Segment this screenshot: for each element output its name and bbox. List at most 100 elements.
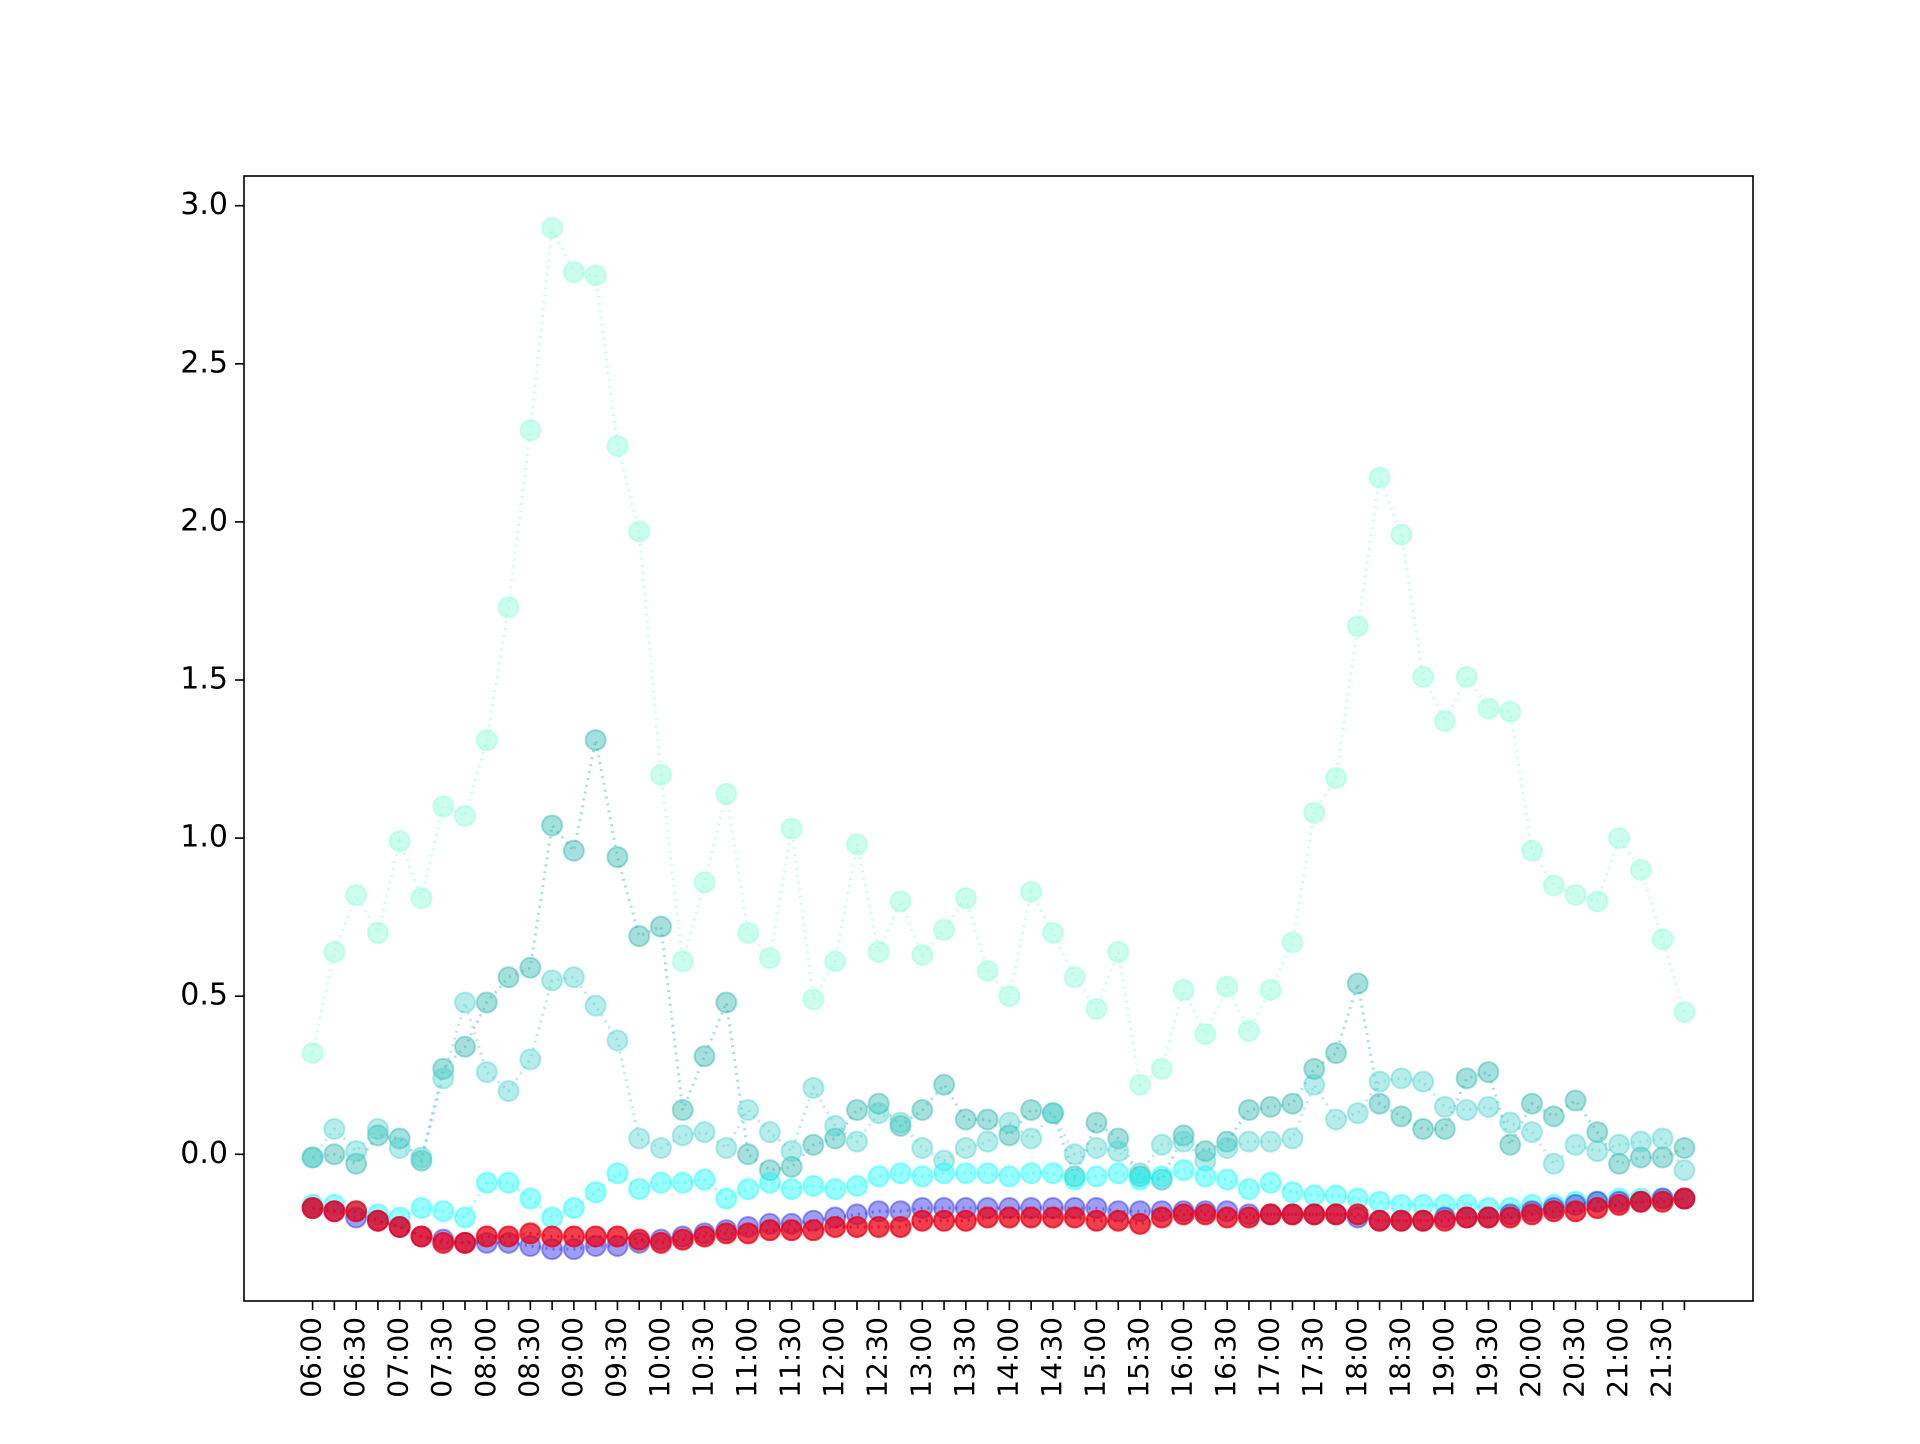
point	[824, 1216, 847, 1239]
x-tick-label: 10:30	[687, 1317, 720, 1398]
point	[845, 1174, 868, 1197]
point	[519, 956, 542, 979]
point	[1477, 1206, 1500, 1229]
x-tick-label: 18:30	[1383, 1317, 1416, 1398]
point	[758, 1219, 781, 1242]
point	[1216, 1130, 1239, 1153]
point	[1259, 1171, 1282, 1194]
point	[911, 1165, 934, 1188]
point	[758, 1121, 781, 1144]
point	[1303, 1184, 1326, 1207]
point	[737, 1143, 760, 1166]
point	[1063, 966, 1086, 989]
point	[1259, 1130, 1282, 1153]
point	[497, 1080, 520, 1103]
y-tick-label: 1.0	[180, 820, 228, 855]
point	[562, 966, 585, 989]
point	[671, 1124, 694, 1147]
point	[1150, 1165, 1173, 1188]
point	[954, 1162, 977, 1185]
point	[1325, 1184, 1348, 1207]
point	[1107, 1127, 1130, 1150]
point	[1455, 665, 1478, 688]
point	[867, 940, 890, 963]
point	[1085, 1209, 1108, 1232]
point	[519, 1187, 542, 1210]
point	[889, 1111, 912, 1134]
point	[780, 1178, 803, 1201]
point	[1129, 1162, 1152, 1185]
x-tick-label: 07:00	[382, 1317, 415, 1398]
point	[345, 1140, 368, 1163]
point	[1542, 1105, 1565, 1128]
x-tick-label: 10:00	[643, 1317, 676, 1398]
y-tick-label: 0.5	[180, 978, 228, 1013]
point	[954, 1209, 977, 1232]
point	[1237, 1130, 1260, 1153]
point	[628, 1127, 651, 1150]
point	[1390, 1209, 1413, 1232]
point	[432, 795, 455, 818]
x-tick-label: 19:30	[1470, 1317, 1503, 1398]
point	[1325, 1042, 1348, 1065]
point	[1107, 940, 1130, 963]
point	[1325, 1203, 1348, 1226]
point	[497, 966, 520, 989]
point	[519, 1222, 542, 1245]
point	[976, 1130, 999, 1153]
plot-frame	[243, 175, 1754, 1302]
x-tick-label: 13:00	[904, 1317, 937, 1398]
point	[454, 1035, 477, 1058]
point	[541, 814, 564, 837]
point	[1041, 921, 1064, 944]
point	[1586, 1197, 1609, 1220]
point	[1368, 466, 1391, 489]
point	[323, 1143, 346, 1166]
x-tick-label: 11:00	[730, 1317, 763, 1398]
point	[1325, 767, 1348, 790]
point	[1216, 1206, 1239, 1229]
point	[1412, 1209, 1435, 1232]
point	[1586, 1140, 1609, 1163]
point	[1346, 1203, 1369, 1226]
point	[867, 1092, 890, 1115]
point	[1281, 1092, 1304, 1115]
point	[1150, 1133, 1173, 1156]
point	[998, 1124, 1021, 1147]
point	[737, 1099, 760, 1122]
point	[976, 959, 999, 982]
point	[301, 1197, 324, 1220]
x-tick-label: 12:30	[861, 1317, 894, 1398]
point	[1651, 1190, 1674, 1213]
point	[345, 1200, 368, 1223]
point	[1564, 1089, 1587, 1112]
point	[911, 1099, 934, 1122]
point	[998, 1206, 1021, 1229]
x-tick-label: 16:00	[1166, 1317, 1199, 1398]
point	[606, 1029, 629, 1052]
point	[1390, 1105, 1413, 1128]
point	[1586, 890, 1609, 913]
point	[1194, 1165, 1217, 1188]
point	[1629, 858, 1652, 881]
point	[1346, 615, 1369, 638]
point	[475, 1225, 498, 1248]
point	[301, 1146, 324, 1169]
x-tick-label: 13:30	[948, 1317, 981, 1398]
point	[1433, 1095, 1456, 1118]
point	[1107, 1162, 1130, 1185]
point	[649, 1171, 672, 1194]
point	[933, 1073, 956, 1096]
point	[867, 1216, 890, 1239]
point	[628, 925, 651, 948]
point	[1477, 1095, 1500, 1118]
point	[1325, 1108, 1348, 1131]
point	[1412, 1117, 1435, 1140]
point	[562, 1197, 585, 1220]
point	[715, 782, 738, 805]
point	[1063, 1143, 1086, 1166]
point	[1041, 1162, 1064, 1185]
point	[388, 1216, 411, 1239]
point	[1368, 1092, 1391, 1115]
